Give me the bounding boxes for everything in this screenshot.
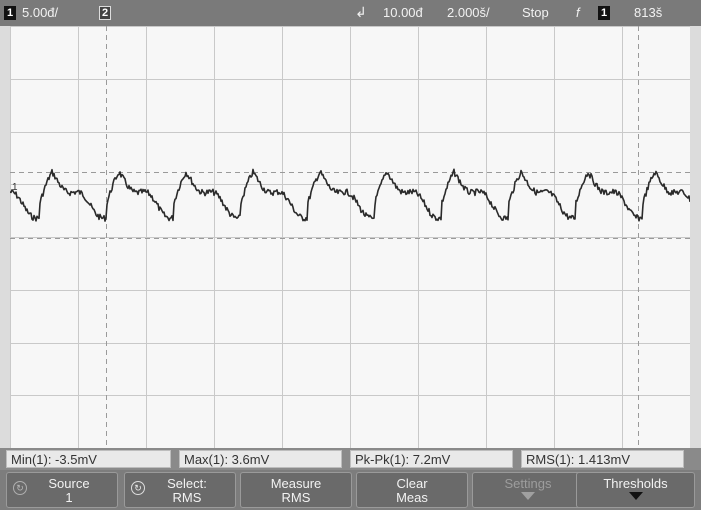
status-bar: 1 5.00đ/ 2 ↲ 10.00đ 2.000š/ Stop f 1 813… [0, 0, 701, 26]
channel-1-indicator[interactable]: 1 [4, 6, 16, 20]
waveform-trace [10, 168, 690, 222]
settings-softkey[interactable]: Settings [472, 472, 584, 508]
rotary-knob-icon: ↻ [131, 481, 145, 495]
trigger-source-indicator: 1 [598, 6, 610, 20]
measurement-rms: RMS(1): 1.413mV [521, 450, 684, 468]
time-offset-readout: 10.00đ [383, 5, 423, 20]
volts-per-div-readout: 5.00đ/ [22, 5, 59, 20]
cursor-lines [10, 26, 690, 448]
trigger-level-readout: 813š [634, 5, 663, 20]
softkey-bar: ↻ Source 1 ↻ Select: RMS Measure RMS Cle… [0, 470, 701, 510]
measurement-pkpk: Pk-Pk(1): 7.2mV [350, 450, 513, 468]
waveform-screen: 1 [10, 26, 690, 448]
waveform-graticule: 1 [10, 26, 690, 448]
rotary-knob-icon: ↻ [13, 481, 27, 495]
select-softkey[interactable]: ↻ Select: RMS [124, 472, 236, 508]
thresholds-softkey[interactable]: Thresholds [576, 472, 695, 508]
trigger-edge-icon: f [576, 5, 580, 20]
time-per-div-readout: 2.000š/ [447, 5, 490, 20]
measurement-bar: Min(1): -3.5mV Max(1): 3.6mV Pk-Pk(1): 7… [0, 448, 701, 470]
channel-2-indicator[interactable]: 2 [99, 6, 111, 20]
measure-softkey[interactable]: Measure RMS [240, 472, 352, 508]
run-state-readout: Stop [522, 5, 549, 20]
ground-level-marker: 1 [12, 182, 18, 193]
down-arrow-icon [628, 492, 643, 500]
measurement-min: Min(1): -3.5mV [6, 450, 171, 468]
clear-meas-softkey[interactable]: Clear Meas [356, 472, 468, 508]
source-softkey[interactable]: ↻ Source 1 [6, 472, 118, 508]
measurement-max: Max(1): 3.6mV [179, 450, 342, 468]
graticule-grid [10, 26, 690, 448]
down-arrow-icon [521, 492, 535, 500]
trigger-position-icon: ↲ [355, 4, 367, 20]
